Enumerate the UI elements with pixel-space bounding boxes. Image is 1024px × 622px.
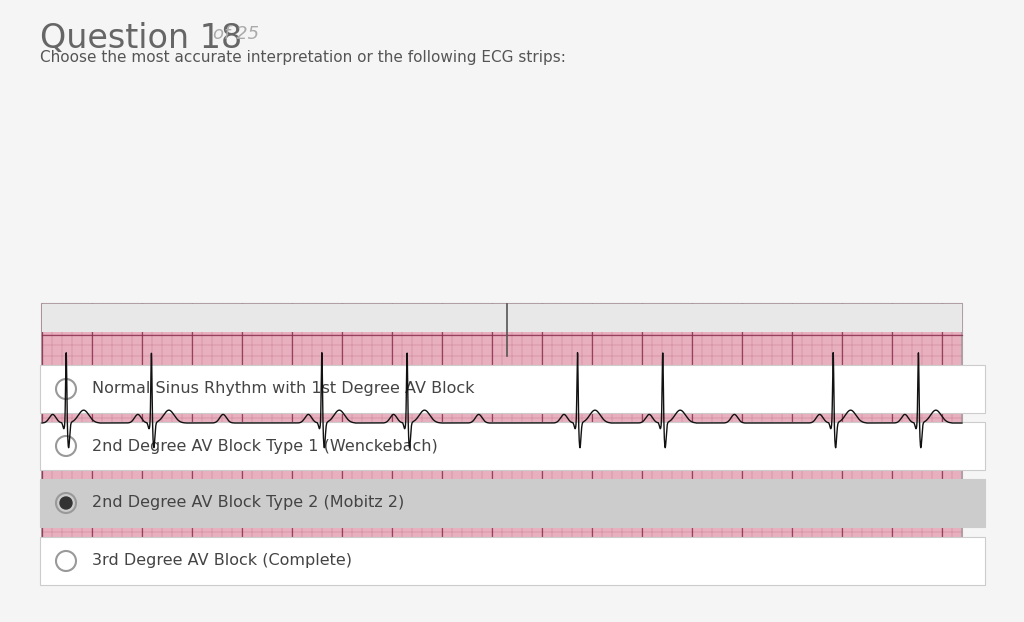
FancyBboxPatch shape: [40, 422, 985, 470]
FancyBboxPatch shape: [42, 304, 962, 332]
FancyBboxPatch shape: [42, 304, 962, 542]
FancyBboxPatch shape: [40, 365, 985, 413]
Text: Choose the most accurate interpretation or the following ECG strips:: Choose the most accurate interpretation …: [40, 50, 566, 65]
Text: Question 18: Question 18: [40, 22, 242, 55]
Text: 2nd Degree AV Block Type 1 (Wenckebach): 2nd Degree AV Block Type 1 (Wenckebach): [92, 439, 437, 453]
Circle shape: [60, 497, 72, 509]
FancyBboxPatch shape: [40, 479, 985, 527]
FancyBboxPatch shape: [40, 537, 985, 585]
Text: 3rd Degree AV Block (Complete): 3rd Degree AV Block (Complete): [92, 554, 352, 569]
Text: Normal Sinus Rhythm with 1st Degree AV Block: Normal Sinus Rhythm with 1st Degree AV B…: [92, 381, 474, 396]
Text: of 25: of 25: [213, 25, 259, 43]
Text: 2nd Degree AV Block Type 2 (Mobitz 2): 2nd Degree AV Block Type 2 (Mobitz 2): [92, 496, 404, 511]
